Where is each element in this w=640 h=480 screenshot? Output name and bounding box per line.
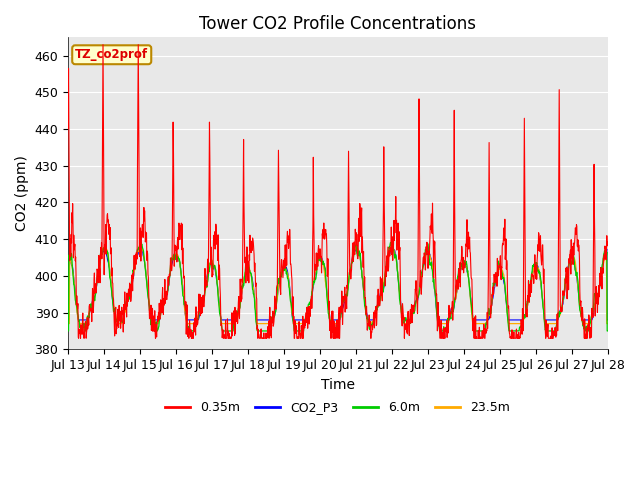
CO2_P3 xyxy=(245,266,253,272)
0.35m xyxy=(64,126,72,132)
23.5m xyxy=(387,242,395,248)
0.35m xyxy=(422,244,430,250)
Text: TZ_co2prof: TZ_co2prof xyxy=(75,48,148,61)
6.0m xyxy=(492,275,500,280)
Title: Tower CO2 Profile Concentrations: Tower CO2 Profile Concentrations xyxy=(199,15,476,33)
CO2_P3 xyxy=(172,251,179,256)
Line: CO2_P3: CO2_P3 xyxy=(68,244,607,320)
6.0m xyxy=(388,238,396,244)
23.5m xyxy=(422,252,429,258)
6.0m xyxy=(540,312,548,318)
0.35m xyxy=(172,243,180,249)
Line: 23.5m: 23.5m xyxy=(68,245,607,324)
CO2_P3 xyxy=(540,311,548,317)
0.35m xyxy=(75,336,83,341)
Y-axis label: CO2 (ppm): CO2 (ppm) xyxy=(15,156,29,231)
CO2_P3 xyxy=(604,317,611,323)
23.5m xyxy=(171,252,179,258)
0.35m xyxy=(99,42,107,48)
23.5m xyxy=(604,321,611,326)
23.5m xyxy=(492,275,500,280)
CO2_P3 xyxy=(184,317,192,323)
0.35m xyxy=(493,270,500,276)
6.0m xyxy=(64,328,72,334)
23.5m xyxy=(540,311,548,316)
Line: 6.0m: 6.0m xyxy=(68,241,607,331)
6.0m xyxy=(244,261,252,267)
CO2_P3 xyxy=(422,252,429,258)
6.0m xyxy=(604,328,611,334)
0.35m xyxy=(185,336,193,341)
6.0m xyxy=(171,252,179,258)
0.35m xyxy=(245,252,253,258)
23.5m xyxy=(184,321,192,326)
23.5m xyxy=(244,266,252,272)
0.35m xyxy=(604,239,611,244)
CO2_P3 xyxy=(492,277,500,283)
Line: 0.35m: 0.35m xyxy=(68,45,607,338)
CO2_P3 xyxy=(64,317,72,323)
6.0m xyxy=(422,248,429,254)
X-axis label: Time: Time xyxy=(321,378,355,392)
CO2_P3 xyxy=(137,241,145,247)
6.0m xyxy=(184,324,192,329)
Legend: 0.35m, CO2_P3, 6.0m, 23.5m: 0.35m, CO2_P3, 6.0m, 23.5m xyxy=(161,396,515,419)
23.5m xyxy=(64,321,72,326)
0.35m xyxy=(540,284,548,289)
